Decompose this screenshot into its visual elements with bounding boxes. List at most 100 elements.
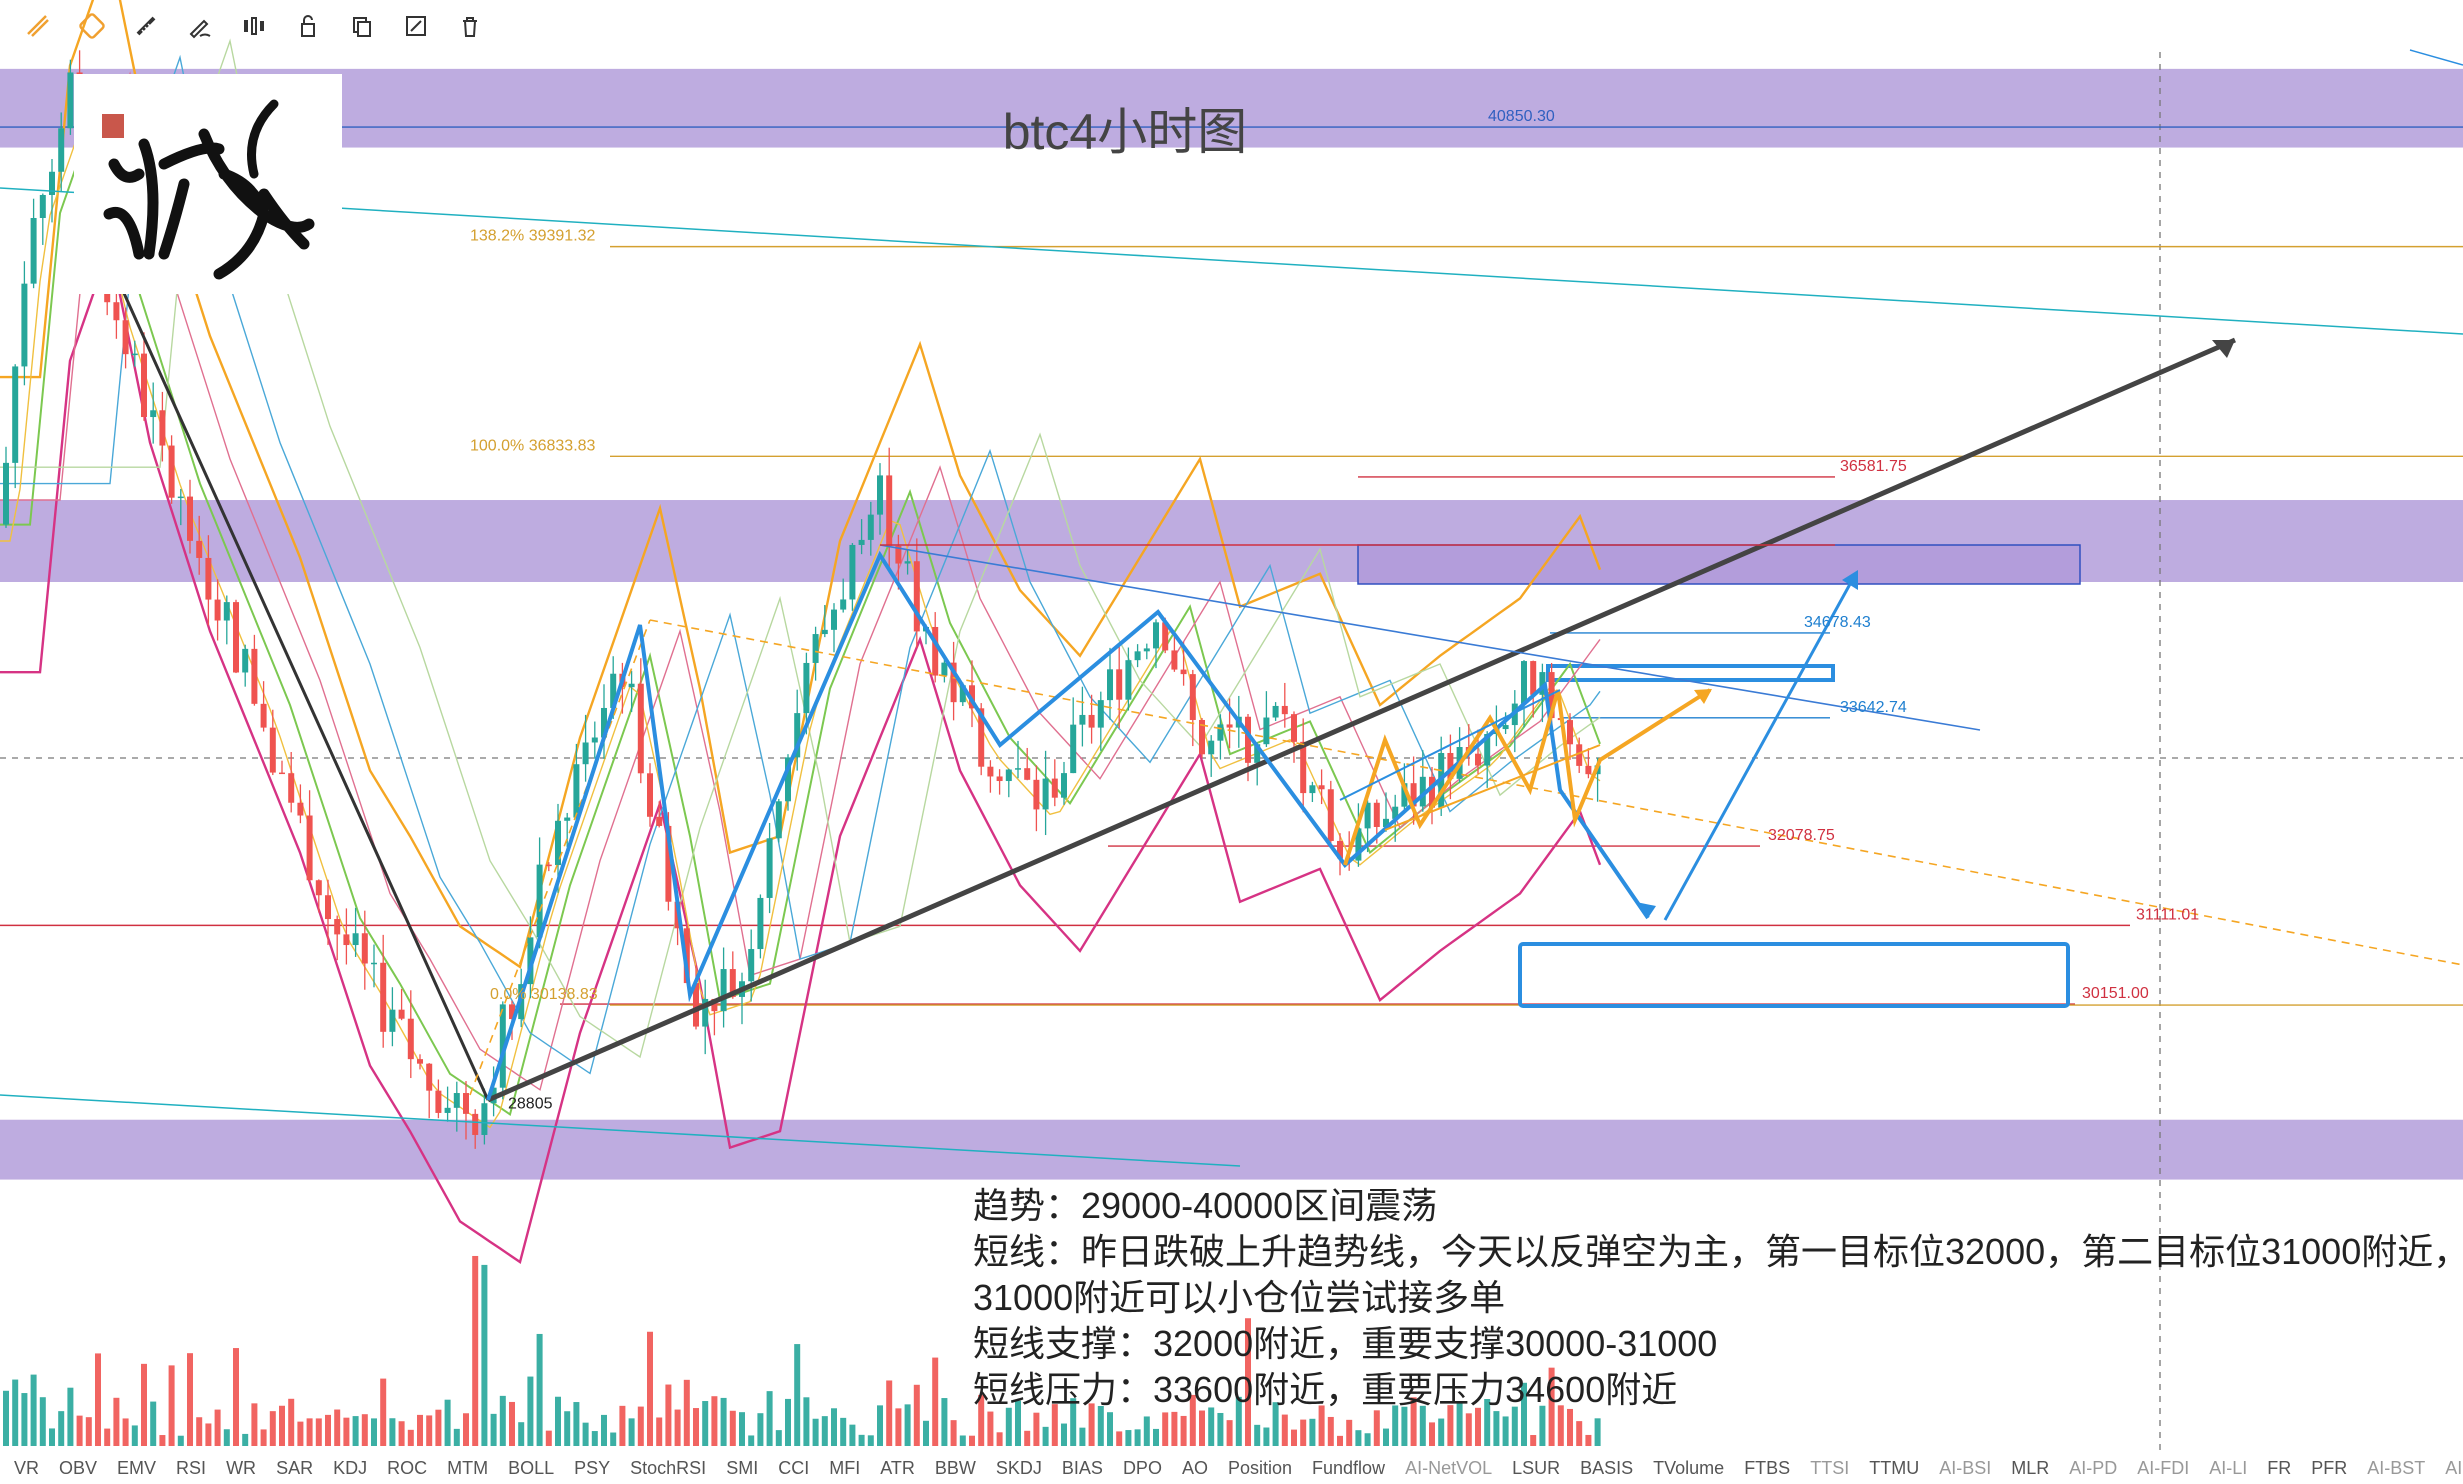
indicator-ai-netvol[interactable]: AI-NetVOL [1405, 1457, 1493, 1478]
wave-path-orange [1343, 688, 1712, 866]
indicator-psy[interactable]: PSY [574, 1457, 611, 1478]
volume-bar [1355, 1430, 1362, 1446]
indicator-mtm[interactable]: MTM [447, 1457, 489, 1478]
volume-bar [196, 1417, 203, 1446]
candle-body [509, 1004, 515, 1020]
indicator-pfr[interactable]: PFR [2311, 1457, 2348, 1478]
candle-body [1097, 700, 1104, 728]
candle-body [435, 1090, 442, 1113]
volume-bar [1511, 1406, 1518, 1446]
volume-bar [306, 1418, 313, 1446]
indicator-rsi[interactable]: RSI [176, 1457, 207, 1478]
volume-bar [601, 1414, 607, 1446]
indicator-bar: VR OBV EMV RSI WR SAR KDJ ROC MTM BOLL PSY StochRSI… [0, 1452, 2463, 1484]
volume-bar [996, 1432, 1003, 1446]
indicator-fundflow[interactable]: Fundflow [1312, 1457, 1386, 1478]
ruler-tool-icon[interactable] [128, 8, 164, 44]
candle-body [1171, 650, 1178, 670]
candle-body [1272, 705, 1279, 718]
indicator-ftbs[interactable]: FTBS [1744, 1457, 1791, 1478]
indicator-sar[interactable]: SAR [276, 1457, 314, 1478]
pen-tool-icon[interactable] [182, 8, 218, 44]
volume-bar [407, 1429, 414, 1446]
volume-bar [1300, 1419, 1307, 1446]
indicator-ai-fdi[interactable]: AI-FDI [2137, 1457, 2190, 1478]
indicator-fr[interactable]: FR [2267, 1457, 2292, 1478]
indicator-ao[interactable]: AO [1181, 1457, 1208, 1478]
volume-bar [941, 1398, 948, 1446]
indicator-emv[interactable]: EMV [117, 1457, 157, 1478]
volume-bar [729, 1410, 736, 1446]
candle-body [1134, 651, 1141, 661]
indicator-ai-bst[interactable]: AI-BST [2367, 1457, 2426, 1478]
volume-bar [398, 1421, 405, 1446]
volume-bar [1070, 1398, 1077, 1446]
indicator-dpo[interactable]: DPO [1122, 1457, 1162, 1478]
indicator-boll[interactable]: BOLL [508, 1457, 555, 1478]
indicator-kdj[interactable]: KDJ [333, 1457, 368, 1478]
draw-channel-tool-icon[interactable] [74, 8, 110, 44]
volume-bar [1134, 1429, 1141, 1446]
candle-body [545, 864, 552, 867]
volume-bar [1033, 1412, 1040, 1446]
volume-bar [849, 1424, 856, 1446]
candle-body [1024, 768, 1031, 780]
indicator-vr[interactable]: VR [14, 1457, 40, 1478]
indicator-lsur[interactable]: LSUR [1512, 1457, 1561, 1478]
volume-bar [1291, 1429, 1297, 1446]
volume-bar [1079, 1427, 1086, 1446]
indicator-tvolume[interactable]: TVolume [1653, 1457, 1725, 1478]
indicator-obv[interactable]: OBV [59, 1457, 98, 1478]
breakout-box [1546, 664, 1835, 682]
volume-bar [683, 1379, 690, 1446]
indicator-ttsi[interactable]: TTSI [1810, 1457, 1850, 1478]
indicator-mlr[interactable]: MLR [2011, 1457, 2050, 1478]
indicator-bbw[interactable]: BBW [934, 1457, 976, 1478]
candle-body [444, 1107, 451, 1113]
indicator-atr[interactable]: ATR [880, 1457, 915, 1478]
candle-body [499, 1004, 506, 1088]
edit-tool-icon[interactable] [398, 8, 434, 44]
indicator-ttmu[interactable]: TTMU [1869, 1457, 1920, 1478]
lock-tool-icon[interactable] [290, 8, 326, 44]
volume-bar [591, 1431, 598, 1446]
indicator-ai-pd[interactable]: AI-PD [2069, 1457, 2118, 1478]
level-label: 33642.74 [1840, 699, 1907, 716]
volume-bar [1318, 1405, 1325, 1446]
indicator-ai-li[interactable]: AI-LI [2209, 1457, 2248, 1478]
candle-body [352, 933, 359, 946]
indicator-ai-bsi[interactable]: AI-BSI [1939, 1457, 1992, 1478]
draw-line-tool-icon[interactable] [20, 8, 56, 44]
volume-bar [665, 1384, 672, 1446]
volume-bar [1373, 1410, 1380, 1446]
copy-tool-icon[interactable] [344, 8, 380, 44]
candle-body [573, 764, 580, 818]
indicator-basis[interactable]: BASIS [1580, 1457, 1634, 1478]
indicator-ai-cmlsi[interactable]: AI-CMLSI [2445, 1457, 2463, 1478]
candle-body [407, 1018, 414, 1060]
indicator-stochrsi[interactable]: StochRSI [630, 1457, 707, 1478]
volume-bar [1548, 1367, 1555, 1446]
candle-body [1530, 661, 1537, 695]
volume-bar [1189, 1394, 1196, 1446]
indicator-cci[interactable]: CCI [778, 1457, 810, 1478]
volume-bar [499, 1395, 506, 1446]
volume-bar [1088, 1403, 1095, 1446]
indicator-mfi[interactable]: MFI [829, 1457, 861, 1478]
indicator-skdj[interactable]: SKDJ [995, 1457, 1042, 1478]
candle-body [177, 496, 184, 499]
candle-body [849, 544, 856, 600]
volume-bar [1245, 1318, 1251, 1446]
candle-body [693, 983, 699, 1027]
volume-bar [1116, 1431, 1123, 1446]
candles-tool-icon[interactable] [236, 8, 272, 44]
trash-tool-icon[interactable] [452, 8, 488, 44]
volume-bar [1226, 1420, 1233, 1446]
indicator-wr[interactable]: WR [226, 1457, 257, 1478]
indicator-roc[interactable]: ROC [387, 1457, 428, 1478]
indicator-bias[interactable]: BIAS [1061, 1457, 1103, 1478]
indicator-position[interactable]: Position [1227, 1457, 1293, 1478]
indicator-smi[interactable]: SMI [726, 1457, 759, 1478]
candle-body [269, 727, 276, 773]
